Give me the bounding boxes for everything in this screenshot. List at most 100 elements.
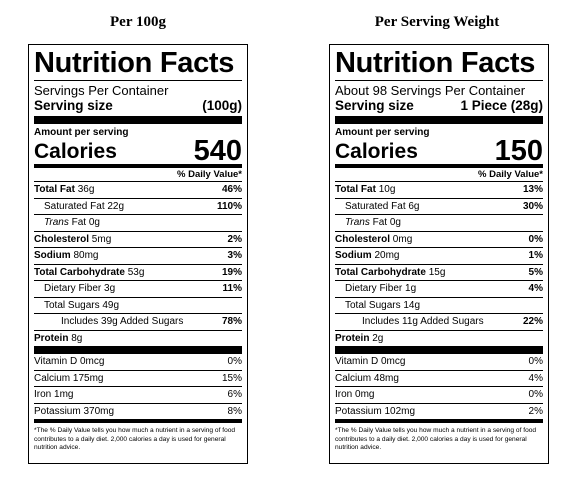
nutrient-name: Cholesterol	[34, 233, 90, 245]
nutrient-dv: 30%	[522, 200, 543, 212]
nutrient-name: Total Fat	[34, 184, 75, 195]
nutrient-dv: 11%	[222, 283, 242, 294]
footnote: *The % Daily Value tells you how much a …	[34, 427, 236, 451]
vitamin-name: Calcium	[34, 372, 71, 384]
nutrient-name: Sodium	[34, 250, 71, 261]
nutrient-row-protein: Protein 8g	[34, 331, 242, 347]
panel-heading-per-serving: Per Serving Weight	[374, 14, 500, 30]
nutrient-dv: 2%	[227, 233, 242, 245]
medium-divider	[34, 419, 242, 423]
vitamin-name: Vitamin D	[34, 356, 78, 367]
nutrient-name: Added Sugars	[420, 316, 484, 327]
serving-size-row: Serving size 1 Piece (28g)	[335, 98, 543, 114]
nutrient-name: Fat	[372, 217, 388, 228]
medium-divider	[335, 164, 543, 168]
vitamin-amount: 0mcg	[380, 356, 406, 367]
nutrient-name: Saturated Fat	[345, 200, 406, 212]
vitamin-dv: 0%	[528, 356, 543, 367]
calories-label: Calories	[335, 140, 418, 163]
calories-value: 540	[193, 135, 242, 167]
nutrient-dv: 78%	[221, 316, 242, 327]
nutrient-dv: 5%	[528, 266, 543, 278]
medium-divider	[34, 164, 242, 168]
vitamin-dv: 0%	[528, 389, 543, 400]
nutrient-dv: 110%	[216, 200, 242, 212]
nutrient-name: Fat	[71, 217, 87, 228]
nutrient-name: Cholesterol	[335, 233, 391, 245]
nutrient-row-protein: Protein 2g	[335, 331, 543, 347]
vitamin-dv: 6%	[227, 389, 242, 400]
divider	[34, 80, 242, 81]
nutrient-dv: 4%	[528, 283, 543, 294]
nutrient-row-carbohydrate: Total Carbohydrate 15g 5%	[335, 265, 543, 281]
vitamin-amount: 1mg	[54, 389, 74, 400]
nutrient-amount: 3g	[104, 283, 116, 294]
nutrient-prefix: Includes	[61, 316, 99, 327]
vitamin-amount: 48mg	[373, 372, 399, 384]
vitamin-name: Iron	[335, 389, 353, 400]
nutrient-name: Saturated Fat	[44, 200, 105, 212]
nutrient-name-italic: Trans	[345, 217, 370, 228]
nutrient-name: Dietary Fiber	[44, 283, 102, 294]
amount-per-serving: Amount per serving	[335, 127, 430, 138]
nutrient-row-trans-fat: Trans Fat 0g	[34, 215, 242, 232]
vitamin-dv: 0%	[227, 356, 242, 367]
vitamin-amount: 102mg	[384, 405, 416, 417]
vitamin-name: Potassium	[335, 405, 382, 417]
vitamin-name: Iron	[34, 389, 52, 400]
calories-value: 150	[494, 135, 543, 167]
nutrient-row-total-sugars: Total Sugars 49g	[34, 298, 242, 314]
nutrient-row-saturated-fat: Saturated Fat 6g 30%	[335, 199, 543, 215]
vitamin-row-potassium: Potassium 370mg 8%	[34, 404, 242, 420]
vitamin-name: Potassium	[34, 405, 81, 417]
vitamin-dv: 15%	[221, 372, 242, 384]
nutrient-amount: 15g	[428, 266, 446, 278]
thick-divider	[335, 116, 543, 124]
nutrient-amount: 39g	[101, 316, 118, 327]
serving-size-row: Serving size (100g)	[34, 98, 242, 114]
nutrient-name: Added Sugars	[119, 316, 184, 327]
vitamin-name: Vitamin D	[335, 356, 379, 367]
nutrient-name: Total Fat	[335, 184, 376, 195]
nutrient-name: Total Sugars	[44, 299, 100, 311]
nutrient-row-sodium: Sodium 20mg 1%	[335, 248, 543, 265]
nutrient-amount: 22g	[107, 200, 125, 212]
nutrient-amount: 0g	[88, 217, 100, 228]
nutrient-row-fiber: Dietary Fiber 1g 4%	[335, 281, 543, 298]
serving-size-label: Serving size	[335, 98, 414, 113]
nutrient-name: Protein	[335, 332, 370, 344]
nutrient-dv: 22%	[522, 316, 543, 327]
nutrient-row-cholesterol: Cholesterol 5mg 2%	[34, 232, 242, 248]
nutrient-row-added-sugars: Includes 39g Added Sugars 78%	[34, 314, 242, 331]
thick-divider	[34, 116, 242, 124]
vitamin-amount: 175mg	[72, 372, 104, 384]
vitamin-row-calcium: Calcium 175mg 15%	[34, 371, 242, 387]
vitamin-row-iron: Iron 1mg 6%	[34, 387, 242, 404]
nutrition-label-per-serving: Nutrition Facts About 98 Servings Per Co…	[329, 44, 549, 464]
nutrient-dv: 0%	[528, 233, 543, 245]
nutrient-dv: 46%	[221, 184, 242, 195]
vitamin-name: Calcium	[335, 372, 372, 384]
nutrient-name: Total Carbohydrate	[335, 266, 426, 278]
nutrient-row-total-fat: Total Fat 36g 46%	[34, 182, 242, 199]
footnote: *The % Daily Value tells you how much a …	[335, 427, 537, 451]
nutrient-amount: 49g	[102, 299, 120, 311]
nutrient-row-trans-fat: Trans Fat 0g	[335, 215, 543, 232]
servings-per-container: About 98 Servings Per Container	[335, 83, 526, 98]
nutrient-dv: 3%	[227, 250, 242, 261]
calories-row: Calories 150	[335, 135, 543, 167]
vitamin-amount: 0mcg	[79, 356, 105, 367]
daily-value-header: % Daily Value*	[335, 168, 543, 182]
nutrient-amount: 11g	[402, 316, 418, 327]
nutrient-row-cholesterol: Cholesterol 0mg 0%	[335, 232, 543, 248]
nutrient-name: Total Sugars	[345, 299, 401, 311]
nutrient-amount: 0mg	[392, 233, 413, 245]
nutrient-amount: 14g	[403, 299, 421, 311]
panel-heading-per-100g: Per 100g	[110, 14, 166, 30]
calories-row: Calories 540	[34, 135, 242, 167]
vitamin-amount: 0mg	[355, 389, 375, 400]
medium-divider	[335, 419, 543, 423]
label-title: Nutrition Facts	[34, 47, 235, 79]
nutrient-row-total-fat: Total Fat 10g 13%	[335, 182, 543, 199]
nutrient-name: Dietary Fiber	[345, 283, 403, 294]
